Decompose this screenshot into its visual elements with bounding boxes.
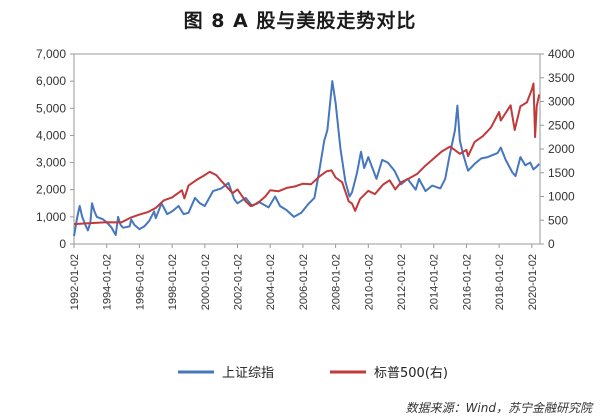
y-right-tick-label: 4000: [548, 47, 575, 61]
y-left-tick-label: 6,000: [36, 74, 66, 88]
y-right-tick-label: 0: [548, 237, 555, 251]
y-right-tick-label: 3500: [548, 71, 575, 85]
y-left-axis: 0 1,000 2,000 3,000 4,000 5,000 6,000 7,000: [36, 47, 74, 251]
series-line-shanghai-composite: [73, 80, 540, 237]
x-tick-label: 1998-01-02: [167, 254, 179, 310]
source-note: 数据来源：Wind，苏宁金融研究院: [405, 401, 592, 415]
x-tick-label: 2000-01-02: [200, 254, 212, 310]
plot-frame: [73, 53, 541, 245]
legend: 上证综指 标普500(右): [178, 366, 448, 381]
x-tick-label: 2004-01-02: [265, 254, 277, 310]
x-tick-label: 2010-01-02: [363, 254, 375, 310]
y-left-tick-label: 3,000: [36, 156, 66, 170]
y-right-tick-label: 1000: [548, 190, 575, 204]
x-tick-label: 1992-01-02: [69, 254, 81, 310]
x-tick-label: 2008-01-02: [331, 254, 343, 310]
x-tick-label: 1996-01-02: [134, 254, 146, 310]
y-left-tick-label: 4,000: [36, 128, 66, 142]
y-right-tick-label: 1500: [548, 166, 575, 180]
y-left-tick-label: 0: [59, 237, 66, 251]
series-layer: [73, 80, 541, 237]
x-tick-label: 2002-01-02: [233, 254, 245, 310]
legend-label-sp500: 标普500(右): [374, 366, 448, 381]
chart-title: 图 8 A 股与美股走势对比: [183, 10, 417, 32]
x-tick-label: 2018-01-02: [494, 254, 506, 310]
plot-border: [73, 53, 541, 245]
y-left-tick-label: 7,000: [36, 47, 66, 61]
y-left-tick-label: 2,000: [36, 183, 66, 197]
y-left-tick-label: 1,000: [36, 210, 66, 224]
x-tick-label: 2006-01-02: [298, 254, 310, 310]
x-tick-label: 2012-01-02: [396, 254, 408, 310]
y-right-tick-label: 2500: [548, 118, 575, 132]
y-right-axis: 0 500 1000 1500 2000 2500 3000 3500 4000: [540, 47, 575, 251]
legend-label-shanghai-composite: 上证综指: [222, 366, 274, 381]
x-tick-label: 2020-01-02: [527, 254, 539, 310]
x-tick-label: 2016-01-02: [461, 254, 473, 310]
y-right-tick-label: 2000: [548, 142, 575, 156]
y-right-tick-label: 500: [548, 213, 568, 227]
y-right-tick-label: 3000: [548, 95, 575, 109]
x-axis: 1992-01-02 1994-01-02 1996-01-02 1998-01-02…: [69, 244, 539, 310]
series-line-sp500: [73, 82, 541, 226]
x-tick-label: 2014-01-02: [429, 254, 441, 310]
y-left-tick-label: 5,000: [36, 101, 66, 115]
x-tick-label: 1994-01-02: [102, 254, 114, 310]
